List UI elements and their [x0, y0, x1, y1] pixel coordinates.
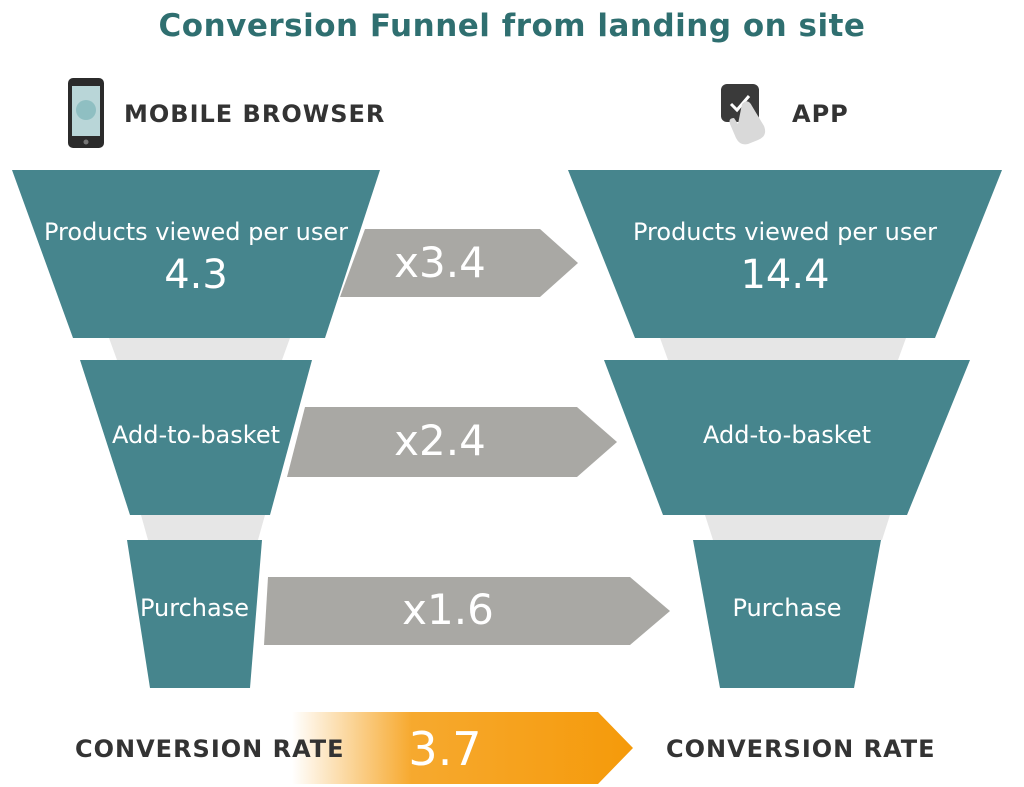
left-stage-products-value: 4.3: [164, 252, 228, 298]
right-stage-products-label: Products viewed per user: [633, 218, 937, 246]
multiplier-label-1: x3.4: [394, 238, 486, 287]
left-stage-products-label: Products viewed per user: [44, 218, 348, 246]
right-stage-purchase-label: Purchase: [732, 594, 842, 622]
right-funnel-neck-1: [660, 338, 906, 360]
left-funnel-stage-basket: [80, 360, 312, 515]
multiplier-arrow-3: [264, 577, 670, 645]
left-stage-purchase-label: Purchase: [140, 594, 249, 622]
left-funnel-stage-purchase: [127, 540, 262, 688]
left-funnel-neck-2: [141, 515, 265, 540]
app-tap-icon: [721, 84, 766, 145]
right-funnel-stage-basket: [604, 360, 970, 515]
right-conversion-rate-label: CONVERSION RATE: [666, 735, 936, 763]
page-title: Conversion Funnel from landing on site: [158, 8, 866, 44]
multiplier-arrow-2: [287, 407, 617, 477]
smartphone-icon: [68, 78, 104, 148]
conversion-arrow: [292, 712, 633, 784]
left-funnel-neck-1: [109, 338, 290, 360]
right-stage-basket-label: Add-to-basket: [703, 421, 871, 449]
multiplier-label-3: x1.6: [402, 585, 494, 634]
right-funnel-stage-products: [568, 170, 1002, 338]
right-stage-products-value: 14.4: [740, 252, 830, 298]
right-funnel-stage-purchase: [693, 540, 881, 688]
app-heading: APP: [792, 100, 849, 128]
conversion-rate-value: 3.7: [408, 722, 482, 776]
left-stage-basket-label: Add-to-basket: [112, 421, 280, 449]
multiplier-label-2: x2.4: [394, 416, 486, 465]
left-conversion-rate-label: CONVERSION RATE: [75, 735, 345, 763]
left-funnel-stage-products: [12, 170, 380, 338]
multiplier-arrow-1: [340, 229, 578, 297]
right-funnel-neck-2: [705, 515, 890, 540]
mobile-browser-heading: MOBILE BROWSER: [124, 100, 386, 128]
